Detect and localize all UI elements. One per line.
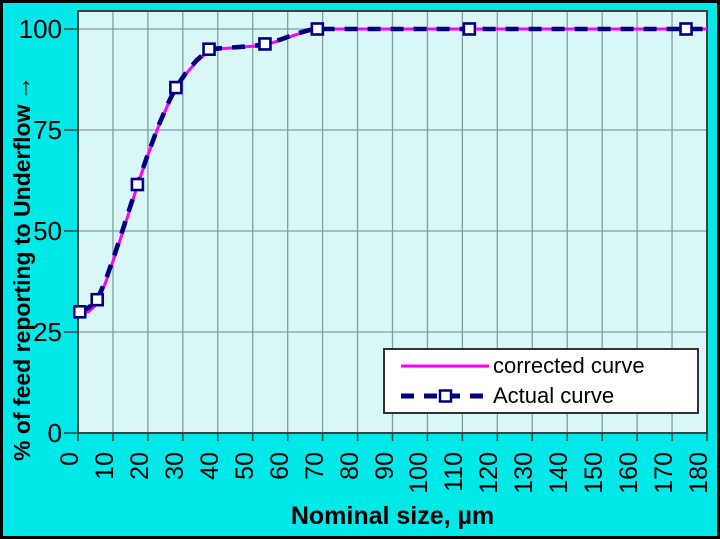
legend: corrected curve Actual curve bbox=[383, 348, 699, 414]
x-tick-label: 100 bbox=[405, 452, 434, 494]
x-tick-label: 140 bbox=[545, 452, 574, 494]
y-tick-label: 25 bbox=[33, 317, 62, 347]
series-actual-curve bbox=[78, 26, 707, 314]
data-point-marker bbox=[169, 80, 183, 95]
data-point-marker bbox=[258, 37, 272, 51]
legend-item-actual: Actual curve bbox=[385, 381, 697, 411]
legend-item-corrected: corrected curve bbox=[385, 351, 697, 381]
x-tick-label: 40 bbox=[195, 452, 224, 480]
y-axis-title: % of feed reporting to Underflow → bbox=[8, 76, 37, 462]
x-tick-label: 20 bbox=[125, 452, 154, 480]
x-tick-label: 130 bbox=[510, 452, 539, 494]
legend-label: Actual curve bbox=[493, 383, 615, 408]
y-axis-title-text: % of feed reporting to Underflow bbox=[9, 104, 35, 462]
data-point-marker bbox=[679, 22, 693, 36]
legend-label: corrected curve bbox=[493, 353, 645, 378]
data-point-marker bbox=[202, 42, 216, 57]
x-tick-label: 120 bbox=[475, 452, 504, 494]
x-tick-label: 70 bbox=[300, 452, 329, 480]
data-point-marker bbox=[90, 292, 105, 307]
data-point-marker bbox=[462, 22, 477, 36]
x-tick-label: 50 bbox=[230, 452, 259, 480]
x-tick-label: 30 bbox=[160, 452, 189, 480]
x-tick-label: 170 bbox=[650, 452, 679, 494]
y-tick-label: 100 bbox=[18, 14, 62, 44]
y-tick-label: 0 bbox=[47, 418, 62, 448]
x-tick-label: 10 bbox=[90, 452, 119, 480]
x-tick-label: 60 bbox=[265, 452, 294, 480]
x-tick-label: 110 bbox=[440, 452, 469, 492]
legend-swatch-dashed-square bbox=[385, 388, 493, 404]
x-tick-label: 90 bbox=[370, 452, 399, 480]
legend-swatch-solid-line bbox=[385, 361, 493, 371]
x-tick-label: 80 bbox=[335, 452, 364, 480]
x-tick-label: 180 bbox=[685, 452, 713, 494]
axis-arrow-icon: → bbox=[8, 75, 36, 101]
x-tick-label: 150 bbox=[580, 452, 609, 494]
y-tick-label: 75 bbox=[33, 115, 62, 145]
x-tick-label: 160 bbox=[615, 452, 644, 494]
data-point-marker bbox=[130, 177, 145, 192]
x-axis-title: Nominal size, µm bbox=[290, 502, 495, 530]
data-point-marker bbox=[72, 304, 87, 319]
data-point-marker bbox=[310, 22, 325, 36]
y-tick-label: 50 bbox=[33, 216, 62, 246]
x-tick-label: 0 bbox=[56, 452, 84, 466]
